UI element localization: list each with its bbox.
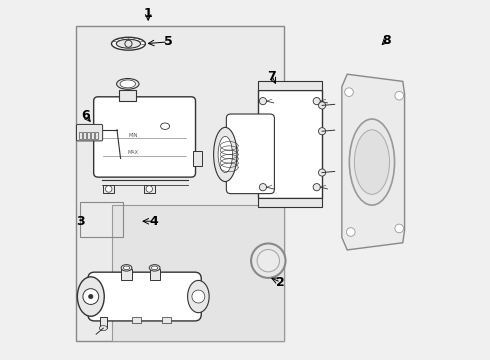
Ellipse shape [188, 280, 209, 313]
Circle shape [105, 186, 112, 192]
FancyBboxPatch shape [76, 125, 102, 141]
Circle shape [125, 40, 132, 47]
Ellipse shape [77, 277, 104, 316]
Text: 1: 1 [144, 7, 152, 20]
Text: 6: 6 [81, 109, 90, 122]
Circle shape [251, 243, 286, 278]
Bar [149, 269, 160, 280]
Ellipse shape [116, 39, 141, 48]
Text: MAX: MAX [128, 150, 139, 155]
Circle shape [259, 184, 267, 191]
Bar [122, 269, 131, 280]
Bar [103, 185, 114, 193]
Ellipse shape [120, 80, 136, 88]
Circle shape [89, 294, 93, 299]
Circle shape [395, 91, 403, 100]
Text: 2: 2 [276, 276, 285, 289]
Ellipse shape [214, 127, 237, 181]
Ellipse shape [121, 265, 132, 271]
Circle shape [259, 98, 267, 105]
Circle shape [192, 290, 205, 303]
Bar [258, 90, 322, 198]
Ellipse shape [161, 123, 170, 130]
FancyBboxPatch shape [88, 272, 201, 321]
Bar [91, 132, 94, 139]
Text: 7: 7 [268, 69, 276, 82]
Ellipse shape [112, 37, 146, 50]
Bar [76, 26, 285, 341]
Circle shape [313, 184, 320, 191]
Polygon shape [342, 74, 405, 250]
Circle shape [318, 169, 326, 176]
Ellipse shape [151, 266, 158, 270]
Bar [79, 132, 82, 139]
Bar [112, 205, 285, 341]
FancyBboxPatch shape [226, 114, 274, 194]
Bar [83, 132, 86, 139]
Ellipse shape [349, 119, 394, 205]
Text: 8: 8 [382, 33, 391, 47]
Bar [258, 81, 322, 90]
Circle shape [346, 228, 355, 236]
Bar [100, 318, 107, 328]
Text: MIN: MIN [129, 133, 138, 138]
Bar [258, 198, 322, 207]
Ellipse shape [354, 130, 390, 194]
Ellipse shape [117, 78, 139, 89]
Circle shape [83, 289, 98, 305]
Circle shape [318, 102, 326, 109]
Circle shape [318, 128, 326, 135]
Circle shape [146, 186, 152, 192]
Bar [132, 317, 141, 323]
Bar [95, 132, 98, 139]
Bar [80, 202, 123, 237]
Bar [144, 185, 155, 193]
Ellipse shape [99, 325, 107, 330]
Bar [193, 151, 202, 166]
Circle shape [257, 249, 279, 272]
Ellipse shape [149, 265, 160, 271]
Bar [119, 90, 136, 101]
Circle shape [344, 88, 353, 96]
FancyBboxPatch shape [94, 97, 196, 177]
Ellipse shape [123, 266, 130, 270]
Bar [162, 317, 171, 323]
Text: 3: 3 [76, 215, 84, 228]
Ellipse shape [218, 136, 232, 172]
Text: 4: 4 [149, 215, 158, 228]
Circle shape [395, 224, 403, 233]
Text: 5: 5 [164, 35, 172, 49]
Bar [87, 132, 90, 139]
Circle shape [313, 98, 320, 105]
